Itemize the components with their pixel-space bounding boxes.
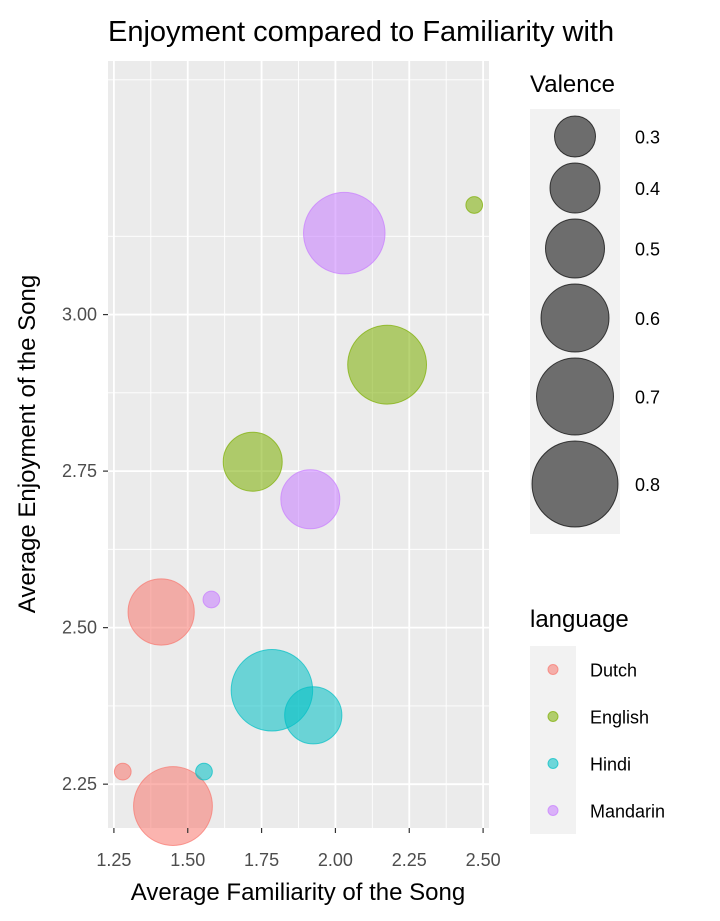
color-legend-key-bg bbox=[530, 646, 576, 834]
point-hindi bbox=[195, 762, 213, 781]
point-mandarin bbox=[280, 469, 341, 530]
point-english bbox=[222, 431, 283, 492]
point-dutch bbox=[113, 762, 132, 781]
size-legend-circle bbox=[549, 162, 601, 214]
point-mandarin bbox=[202, 590, 221, 609]
size-legend-label: 0.7 bbox=[635, 388, 660, 408]
chart-title: Enjoyment compared to Familiarity with bbox=[108, 16, 614, 48]
x-axis-title: Average Familiarity of the Song bbox=[131, 879, 465, 906]
point-mandarin bbox=[303, 191, 386, 275]
color-legend-swatch-mandarin bbox=[547, 805, 559, 816]
point-hindi bbox=[284, 686, 343, 745]
y-tick-label: 2.25 bbox=[62, 774, 97, 794]
size-legend-circle bbox=[554, 115, 596, 158]
size-legend-label: 0.3 bbox=[635, 128, 660, 148]
size-legend-circle bbox=[540, 283, 610, 353]
point-english bbox=[347, 324, 428, 405]
x-tick-label: 2.25 bbox=[392, 850, 427, 870]
y-axis-title: Average Enjoyment of the Song bbox=[14, 275, 41, 613]
color-legend-label: Hindi bbox=[590, 755, 631, 775]
x-tick-label: 2.00 bbox=[318, 850, 353, 870]
size-legend-label: 0.8 bbox=[635, 475, 660, 495]
x-tick-label: 1.25 bbox=[96, 850, 131, 870]
grid-minor bbox=[108, 61, 489, 828]
size-legend-label: 0.4 bbox=[635, 179, 660, 199]
y-axis: 2.25 2.50 2.75 3.00 bbox=[62, 305, 108, 794]
color-legend-label: Mandarin bbox=[590, 802, 665, 822]
point-dutch bbox=[133, 766, 213, 846]
size-legend-circle bbox=[545, 218, 605, 279]
size-legend-circle bbox=[531, 440, 619, 528]
x-tick-label: 1.50 bbox=[170, 850, 205, 870]
color-legend-swatch-english bbox=[547, 711, 559, 722]
y-tick-label: 3.00 bbox=[62, 305, 97, 325]
color-legend-swatch-dutch bbox=[547, 664, 559, 675]
size-legend: Valence 0.3 0.4 0.5 0.6 0.7 0.8 bbox=[530, 71, 660, 534]
color-legend-label: Dutch bbox=[590, 661, 637, 681]
data-points bbox=[113, 191, 484, 846]
color-legend: language Dutch English Hindi Mandarin bbox=[530, 606, 665, 834]
x-tick-label: 2.50 bbox=[466, 850, 501, 870]
size-legend-label: 0.6 bbox=[635, 309, 660, 329]
size-legend-title: Valence bbox=[530, 71, 615, 98]
y-tick-label: 2.75 bbox=[62, 461, 97, 481]
x-axis: 1.25 1.50 1.75 2.00 2.25 2.50 bbox=[96, 828, 501, 870]
size-legend-label: 0.5 bbox=[635, 240, 660, 260]
grid-major bbox=[108, 61, 489, 828]
size-legend-circle bbox=[536, 357, 614, 436]
point-dutch bbox=[127, 578, 195, 646]
color-legend-label: English bbox=[590, 708, 649, 728]
color-legend-swatch-hindi bbox=[547, 758, 559, 769]
x-tick-label: 1.75 bbox=[244, 850, 279, 870]
point-english bbox=[465, 196, 484, 214]
y-tick-label: 2.50 bbox=[62, 618, 97, 638]
color-legend-title: language bbox=[530, 606, 629, 633]
